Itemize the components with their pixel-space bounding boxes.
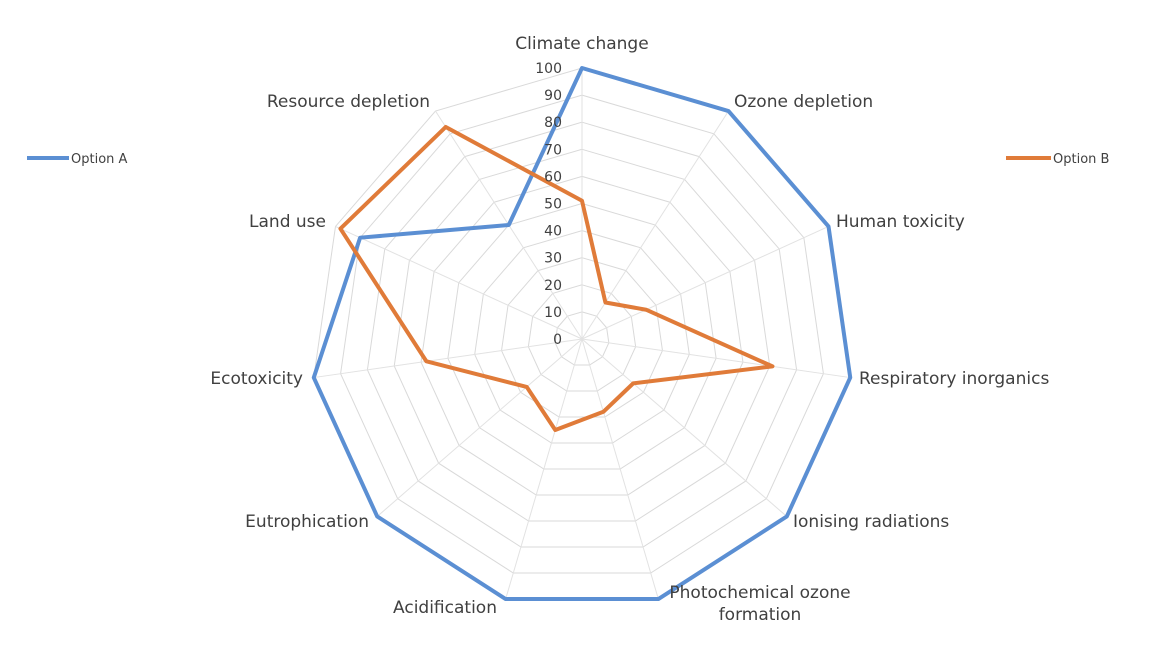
category-label-eutrophication: Eutrophication — [245, 512, 369, 532]
grid-ring — [474, 230, 690, 444]
grid-ring — [393, 148, 771, 522]
grid-ring — [501, 257, 663, 418]
grid-spoke — [505, 338, 583, 600]
series-line-option-a — [311, 66, 853, 602]
grid-spoke — [581, 338, 659, 600]
category-label-ecotoxicity: Ecotoxicity — [210, 369, 303, 389]
grid-spoke — [313, 338, 583, 379]
category-labels: Climate change Ozone depletion Human toxic… — [210, 34, 1049, 625]
category-label-human-toxicity: Human toxicity — [836, 212, 965, 232]
tick-label: 100 — [535, 61, 562, 77]
tick-label: 0 — [553, 332, 562, 348]
category-label-ionising-radiations: Ionising radiations — [793, 512, 949, 532]
category-label-land-use: Land use — [249, 212, 326, 232]
tick-label: 10 — [544, 305, 562, 321]
tick-label: 90 — [544, 88, 562, 104]
category-label-photochemical-ozone-formation: Photochemical ozone formation — [669, 583, 850, 625]
legend-label-option-a: Option A — [71, 152, 128, 167]
category-label-ozone-depletion: Ozone depletion — [734, 92, 873, 112]
tick-label: 30 — [544, 251, 562, 267]
tick-label: 80 — [544, 115, 562, 131]
legend-option-a: Option A — [27, 152, 128, 167]
series-layer — [311, 66, 853, 602]
tick-label: 70 — [544, 142, 562, 158]
grid-ring — [554, 311, 610, 366]
category-label-respiratory-inorganics: Respiratory inorganics — [859, 369, 1049, 389]
series-line-option-b — [338, 124, 775, 433]
tick-label: 60 — [544, 169, 562, 185]
grid-spoke — [376, 338, 583, 517]
grid-spoke — [581, 225, 829, 340]
axis-tick-labels: 0 10 20 30 40 50 60 70 80 90 100 — [535, 61, 562, 348]
grid-ring — [340, 94, 824, 574]
grid-spoke — [581, 338, 851, 379]
category-label-climate-change: Climate change — [515, 34, 648, 54]
legend-option-b: Option B — [1006, 152, 1109, 167]
tick-label: 40 — [544, 224, 562, 240]
grid-spoke — [581, 338, 788, 517]
category-label-resource-depletion: Resource depletion — [267, 92, 430, 112]
tick-label: 50 — [544, 197, 562, 213]
category-label-acidification: Acidification — [393, 598, 497, 618]
legend-label-option-b: Option B — [1053, 152, 1109, 167]
tick-label: 20 — [544, 278, 562, 294]
grid-spoke — [335, 225, 583, 340]
grid-ring — [527, 284, 637, 392]
grid-ring — [420, 175, 744, 496]
radar-grid — [313, 67, 851, 600]
grid-ring — [447, 202, 717, 470]
